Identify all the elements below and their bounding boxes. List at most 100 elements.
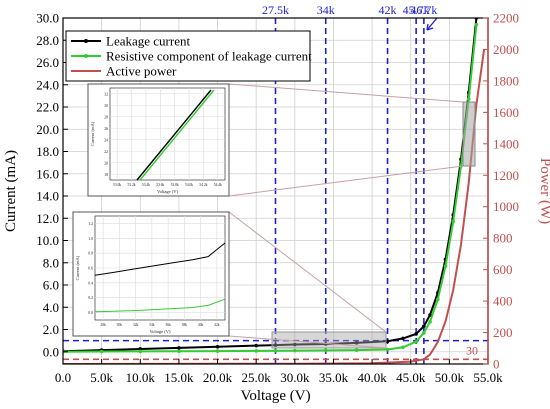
y-left-tick-label: 16.0 xyxy=(36,166,59,181)
inset-x-tick-label: 53.0k xyxy=(113,183,121,187)
inset-1: 53.0k 53.2k 53.4k 53.6k 53.8k 54.0k 54.2k 54.4k… xyxy=(87,83,230,197)
inset-x-tick-label: 40k xyxy=(198,323,204,327)
y-left-tick-label: 12.0 xyxy=(36,211,59,226)
inset-y-tick-label: 0.6 xyxy=(88,267,93,271)
series-point-1 xyxy=(428,319,432,324)
series-point-1 xyxy=(273,348,278,353)
inset-x-tick-label: 53.6k xyxy=(156,183,164,187)
inset-x-tick-label: 53.8k xyxy=(171,183,179,187)
inset-series-leakage xyxy=(94,242,226,276)
y-right-tick-label: 1600 xyxy=(493,105,519,120)
zoom-connector xyxy=(228,335,387,349)
y-right-tick-label: 600 xyxy=(493,262,513,277)
inset-x-tick-label: 54.2k xyxy=(199,183,207,187)
series-point-0 xyxy=(414,332,418,336)
reference-label-x: 42k xyxy=(379,3,397,17)
inset-y-tick-label: 28 xyxy=(104,115,108,119)
y-left-tick-label: 18.0 xyxy=(36,144,59,159)
inset-y-tick-label: 1.2 xyxy=(88,222,93,226)
x-tick-label: 30.0k xyxy=(280,370,310,385)
y-left-tick-label: 14.0 xyxy=(36,189,59,204)
inset-axes xyxy=(109,87,226,181)
y-left-tick-label: 22.0 xyxy=(36,100,59,115)
inset-y-tick-label: 20 xyxy=(104,161,108,165)
inset-x-tick-label: 54.4k xyxy=(214,183,222,187)
zoom-box-lower xyxy=(271,331,387,349)
series-point-1 xyxy=(99,349,104,354)
inset-x-tick-label: 53.2k xyxy=(128,183,136,187)
inset-y-tick-label: 26 xyxy=(104,127,108,131)
legend-label: Active power xyxy=(106,64,177,79)
series-point-1 xyxy=(474,22,479,27)
inset-2: 28k 30k 32k 34k 36k 38k 40k 42k 0.0 0.2 0.4 0.6 0.8 1… xyxy=(72,211,230,337)
zoom-connector xyxy=(228,211,387,333)
y-left-tick-label: 0.0 xyxy=(43,344,59,359)
series-point-0 xyxy=(401,336,405,341)
series-point-1 xyxy=(138,349,143,354)
series-point-1 xyxy=(293,348,297,353)
y-right-tick-label: 0 xyxy=(493,357,500,372)
series-point-1 xyxy=(435,297,440,302)
y-right-tick-label: 1000 xyxy=(493,199,519,214)
legend-marker xyxy=(84,54,88,58)
legend-label: Resistive component of leakage current xyxy=(106,49,312,64)
legend-marker xyxy=(84,39,88,43)
inset-x-tick-label: 36k xyxy=(165,323,171,327)
series-point-0 xyxy=(428,313,432,317)
x-tick-label: 35.0k xyxy=(319,370,349,385)
x-tick-label: 55.0k xyxy=(473,370,503,385)
arrow-46-7k xyxy=(426,17,438,31)
series-point-1 xyxy=(385,347,390,352)
inset-x-tick-label: 54.0k xyxy=(185,183,193,187)
inset-x-tick-label: 42k xyxy=(214,323,220,327)
inset-y-tick-label: 0.8 xyxy=(88,252,93,256)
y-right-tick-label: 1400 xyxy=(493,136,519,151)
x-tick-label: 45.0k xyxy=(396,370,426,385)
x-tick-label: 5.0k xyxy=(90,370,113,385)
y-right-tick-label: 2200 xyxy=(493,11,519,26)
x-axis-label: Voltage (V) xyxy=(240,388,310,404)
x-tick-label: 10.0k xyxy=(126,370,156,385)
inset-series-resistive xyxy=(139,89,215,181)
inset-x-label: Voltage (V) xyxy=(157,189,179,194)
inset-y-tick-label: 0.0 xyxy=(88,311,93,315)
series-point-0 xyxy=(385,339,390,343)
inset-x-tick-label: 32k xyxy=(133,323,139,327)
series-point-0 xyxy=(177,346,181,350)
x-tick-label: 25.0k xyxy=(242,370,272,385)
series-point-1 xyxy=(254,349,258,353)
y-right-tick-label: 1800 xyxy=(493,73,519,88)
inset-x-tick-label: 38k xyxy=(182,323,188,327)
inset-x-tick-label: 34k xyxy=(149,323,155,327)
y-left-tick-label: 8.0 xyxy=(43,255,59,270)
reference-label-x: 46.7k xyxy=(410,3,437,17)
y-right-tick-label: 2000 xyxy=(493,42,519,57)
series-point-1 xyxy=(414,339,418,344)
y-left-tick-label: 30.0 xyxy=(36,11,59,26)
series-point-1 xyxy=(443,264,448,268)
zoom-box-upper xyxy=(462,101,476,167)
series-point-0 xyxy=(422,324,426,328)
y-right-tick-label: 800 xyxy=(493,231,513,246)
series-point-1 xyxy=(323,348,328,353)
series-point-1 xyxy=(401,345,405,350)
y-left-tick-label: 26.0 xyxy=(36,55,59,70)
series-point-1 xyxy=(177,349,181,354)
series-point-1 xyxy=(422,331,426,335)
inset-x-tick-label: 53.4k xyxy=(142,183,150,187)
inset-x-tick-label: 28k xyxy=(100,323,106,327)
series-point-0 xyxy=(215,344,220,349)
zoom-connector xyxy=(228,165,464,197)
x-tick-label: 50.0k xyxy=(435,370,465,385)
series-point-0 xyxy=(273,343,278,347)
inset-y-tick-label: 1.0 xyxy=(88,237,93,241)
series-point-0 xyxy=(293,342,297,347)
y-right-tick-label: 200 xyxy=(493,325,513,340)
reference-label-x: 34k xyxy=(317,3,335,17)
inset-x-label: Voltage (V) xyxy=(149,329,171,334)
reference-label-x: 45.7k xyxy=(403,3,430,17)
inset-y-tick-label: 24 xyxy=(104,138,108,142)
inset-y-tick-label: 22 xyxy=(104,150,108,154)
